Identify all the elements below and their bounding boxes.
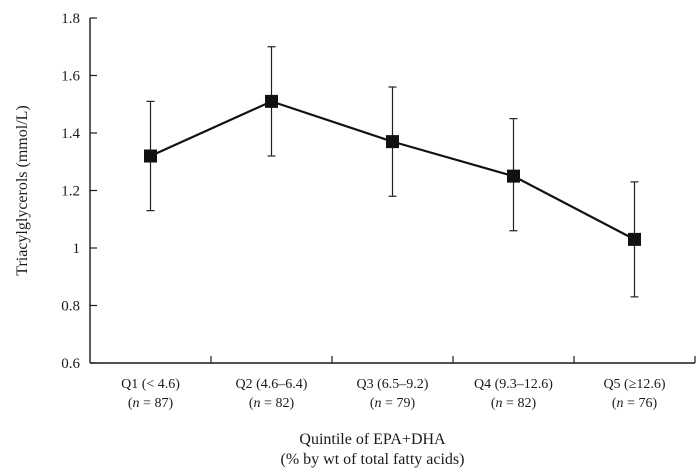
category-n-label: (n = 87) <box>128 396 174 411</box>
y-ticks: 0.6 0.8 1 1.2 1.4 1.6 1.8 <box>61 11 97 372</box>
x-ticks <box>210 356 696 363</box>
data-point <box>386 135 399 149</box>
category-label: Q4 (9.3–12.6) <box>474 377 553 392</box>
y-tick-label: 1 <box>73 241 81 257</box>
data-point <box>144 149 157 163</box>
data-point <box>628 232 641 246</box>
error-bars <box>146 46 639 298</box>
y-tick-label: 0.8 <box>61 299 80 315</box>
data-markers <box>144 94 641 246</box>
data-point <box>507 169 520 183</box>
category-label: Q2 (4.6–6.4) <box>236 377 308 392</box>
category-n-label: (n = 82) <box>491 396 537 411</box>
y-tick-label: 1.6 <box>61 69 80 85</box>
y-axis-title: Triacylglycerols (mmol/L) <box>14 105 31 276</box>
x-axis-title: Quintile of EPA+DHA <box>299 431 446 448</box>
category-label: Q1 (< 4.6) <box>121 377 180 392</box>
y-tick-label: 1.4 <box>61 126 80 142</box>
category-label: Q5 (≥12.6) <box>603 377 665 392</box>
category-n-label: (n = 76) <box>612 396 658 411</box>
data-point <box>265 94 278 108</box>
y-tick-label: 0.6 <box>61 356 80 372</box>
y-tick-label: 1.8 <box>61 11 80 27</box>
x-axis-subtitle: (% by wt of total fatty acids) <box>281 451 465 468</box>
category-label: Q3 (6.5–9.2) <box>357 377 429 392</box>
category-labels: Q1 (< 4.6) (n = 87) Q2 (4.6–6.4) (n = 82) Q3… <box>121 377 666 411</box>
category-n-label: (n = 79) <box>370 396 416 411</box>
category-n-label: (n = 82) <box>249 396 295 411</box>
y-tick-label: 1.2 <box>61 184 80 200</box>
